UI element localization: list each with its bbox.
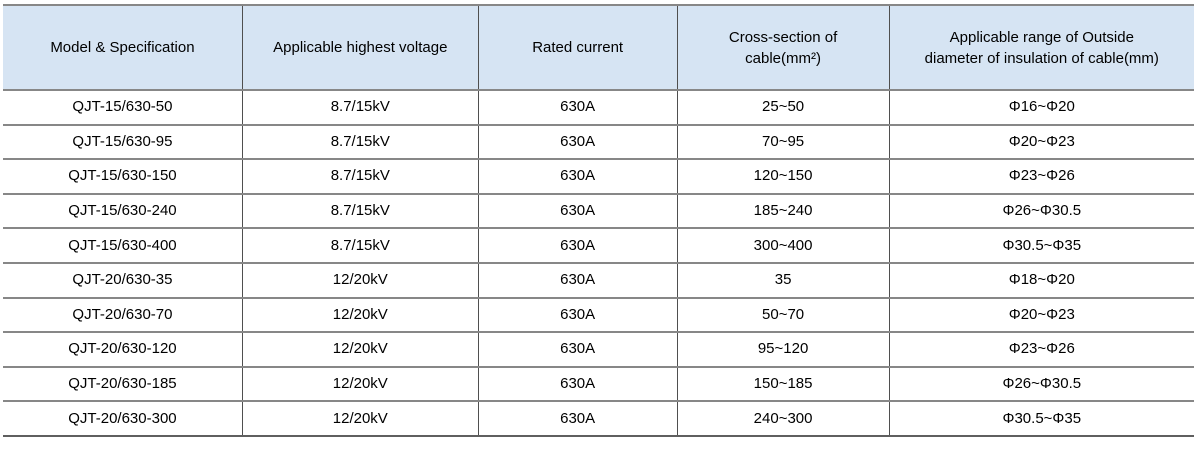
cell-insulation-diameter-range: Φ16~Φ20 (888, 90, 1194, 125)
table-row: QJT-15/630-150 8.7/15kV 630A 120~150 Φ23~Φ26 (3, 159, 1194, 194)
cell-model-specification: QJT-15/630-240 (68, 202, 177, 220)
table-header: Model & Specification Applicable highest… (3, 5, 1194, 90)
cell-model-specification: QJT-20/630-35 (72, 271, 173, 289)
cell-insulation-diameter-range: Φ26~Φ30.5 (888, 193, 1194, 229)
column-header-cross-section: Cross-section of cable(mm²) (676, 5, 890, 90)
cell-highest-voltage: 8.7/15kV (241, 228, 479, 263)
cell-cross-section: 25~50 (676, 90, 890, 125)
column-header-insulation-diameter-range: Applicable range of Outside diameter of … (888, 5, 1194, 90)
cell-model-specification: QJT-15/630-50 (72, 98, 173, 116)
header-line: Cross-section of (728, 28, 838, 46)
cell-highest-voltage: 12/20kV (241, 401, 479, 436)
column-header-highest-voltage: Applicable highest voltage (241, 5, 479, 90)
cell-highest-voltage: 8.7/15kV (241, 159, 479, 194)
cell-highest-voltage: 8.7/15kV (241, 124, 479, 160)
cell-highest-voltage: 12/20kV (241, 332, 479, 367)
cell-rated-current: 630A (477, 297, 678, 333)
cell-rated-current: 630A (477, 124, 678, 160)
cell-insulation-diameter-range: Φ30.5~Φ35 (888, 228, 1194, 263)
cell-highest-voltage: 12/20kV (241, 262, 479, 298)
table-row: QJT-15/630-400 8.7/15kV 630A 300~400 Φ30.5~Φ… (3, 228, 1194, 263)
cell-cross-section: 120~150 (676, 159, 890, 194)
cell-rated-current: 630A (477, 366, 678, 402)
cell-insulation-diameter-range: Φ20~Φ23 (888, 297, 1194, 333)
column-header-rated-current: Rated current (477, 5, 678, 90)
table-body: QJT-15/630-50 8.7/15kV 630A 25~50 Φ16~Φ20 QJT… (3, 90, 1194, 436)
cell-model-specification: QJT-15/630-150 (68, 167, 177, 185)
cell-rated-current: 630A (477, 159, 678, 194)
header-line: Applicable range of Outside (949, 28, 1134, 46)
table-row: QJT-20/630-185 12/20kV 630A 150~185 Φ26~Φ30.… (3, 366, 1194, 402)
cell-highest-voltage: 12/20kV (241, 366, 479, 402)
cell-rated-current: 630A (477, 228, 678, 263)
cell-rated-current: 630A (477, 262, 678, 298)
table-row: QJT-20/630-120 12/20kV 630A 95~120 Φ23~Φ26 (3, 332, 1194, 367)
specification-table: Model & Specification Applicable highest… (3, 4, 1194, 437)
header-line: Applicable highest voltage (273, 39, 448, 56)
cell-insulation-diameter-range: Φ30.5~Φ35 (888, 401, 1194, 436)
table-row: QJT-15/630-95 8.7/15kV 630A 70~95 Φ20~Φ23 (3, 124, 1194, 160)
cell-model-specification: QJT-20/630-185 (68, 375, 177, 393)
cell-model-specification: QJT-20/630-120 (68, 340, 177, 358)
cell-insulation-diameter-range: Φ26~Φ30.5 (888, 366, 1194, 402)
cell-rated-current: 630A (477, 193, 678, 229)
cell-cross-section: 185~240 (676, 193, 890, 229)
cell-model-specification: QJT-15/630-400 (68, 236, 177, 254)
cell-insulation-diameter-range: Φ18~Φ20 (888, 262, 1194, 298)
table-row: QJT-15/630-50 8.7/15kV 630A 25~50 Φ16~Φ20 (3, 90, 1194, 125)
cell-highest-voltage: 12/20kV (241, 297, 479, 333)
cell-cross-section: 300~400 (676, 228, 890, 263)
table-row: QJT-20/630-70 12/20kV 630A 50~70 Φ20~Φ23 (3, 297, 1194, 333)
cell-insulation-diameter-range: Φ23~Φ26 (888, 159, 1194, 194)
header-line: Model & Specification (50, 39, 195, 56)
cell-rated-current: 630A (477, 332, 678, 367)
cell-cross-section: 35 (676, 262, 890, 298)
table-row: QJT-20/630-300 12/20kV 630A 240~300 Φ30.5~Φ3… (3, 401, 1194, 436)
cell-cross-section: 240~300 (676, 401, 890, 436)
table-row: QJT-15/630-240 8.7/15kV 630A 185~240 Φ26~Φ30… (3, 193, 1194, 229)
cell-highest-voltage: 8.7/15kV (241, 193, 479, 229)
cell-model-specification: QJT-15/630-95 (72, 132, 173, 150)
cell-insulation-diameter-range: Φ20~Φ23 (888, 124, 1194, 160)
column-header-model-specification: Model & Specification (3, 5, 243, 90)
header-row: Model & Specification Applicable highest… (3, 5, 1194, 90)
cell-model-specification: QJT-20/630-70 (72, 305, 173, 323)
cell-model-specification: QJT-20/630-300 (68, 409, 177, 427)
cell-highest-voltage: 8.7/15kV (241, 90, 479, 125)
cell-rated-current: 630A (477, 401, 678, 436)
header-line: diameter of insulation of cable(mm) (924, 49, 1159, 67)
cell-cross-section: 95~120 (676, 332, 890, 367)
cell-cross-section: 150~185 (676, 366, 890, 402)
cell-cross-section: 50~70 (676, 297, 890, 333)
header-line: cable(mm²) (745, 49, 821, 67)
cell-insulation-diameter-range: Φ23~Φ26 (888, 332, 1194, 367)
cell-cross-section: 70~95 (676, 124, 890, 160)
cell-rated-current: 630A (477, 90, 678, 125)
header-line: Rated current (532, 39, 624, 56)
table-row: QJT-20/630-35 12/20kV 630A 35 Φ18~Φ20 (3, 262, 1194, 298)
